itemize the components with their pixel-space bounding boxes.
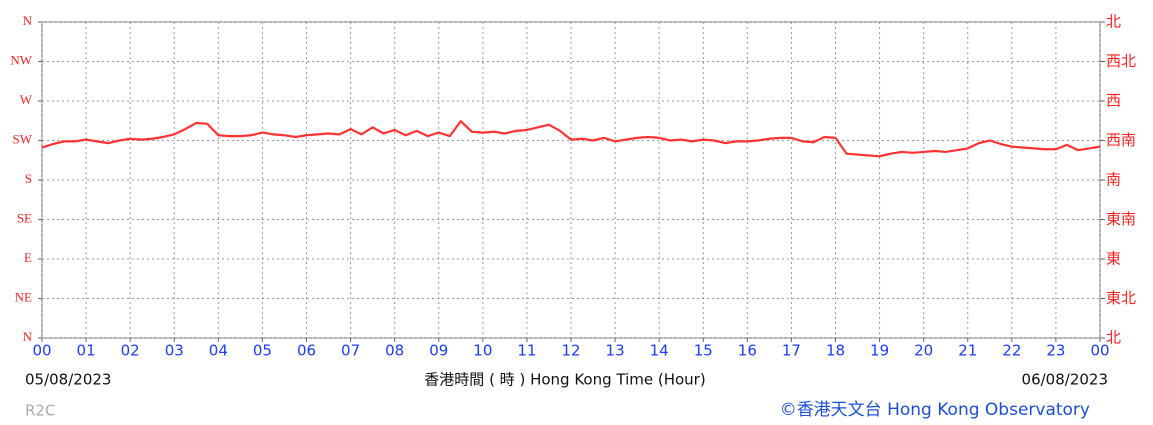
end-date: 06/08/2023 — [1022, 371, 1108, 389]
y-tick-label: E — [24, 250, 32, 265]
x-tick-label: 18 — [826, 342, 845, 360]
x-tick-label: 02 — [121, 342, 140, 360]
x-tick-label: 13 — [606, 342, 625, 360]
y-tick-label: NW — [10, 52, 32, 67]
y-tick-label: W — [20, 92, 33, 107]
y-tick-label: SW — [13, 131, 33, 146]
x-tick-label: 09 — [429, 342, 448, 360]
credit: ©香港天文台 Hong Kong Observatory — [780, 400, 1090, 420]
start-date: 05/08/2023 — [25, 371, 111, 389]
x-tick-label: 22 — [1002, 342, 1021, 360]
x-tick-label: 07 — [341, 342, 360, 360]
x-tick-label: 15 — [694, 342, 713, 360]
wind-direction-line — [41, 120, 1101, 158]
y2-tick-label: 西北 — [1106, 52, 1136, 70]
x-tick-label: 04 — [209, 342, 228, 360]
x-tick-label: 14 — [650, 342, 669, 360]
x-tick-label: 19 — [870, 342, 889, 360]
x-tick-label: 12 — [561, 342, 580, 360]
x-tick-label: 08 — [385, 342, 404, 360]
x-tick-label: 06 — [297, 342, 316, 360]
y2-tick-label: 南 — [1106, 171, 1121, 189]
y-tick-label: N — [23, 13, 33, 28]
y-tick-label: N — [23, 329, 33, 344]
x-tick-label: 11 — [517, 342, 536, 360]
x-tick-label: 03 — [165, 342, 184, 360]
y-tick-label: NE — [15, 289, 32, 304]
station-code: R2C — [25, 402, 55, 420]
x-tick-label: 23 — [1046, 342, 1065, 360]
y-tick-label: S — [25, 171, 32, 186]
y2-tick-label: 東北 — [1106, 289, 1136, 307]
x-tick-label: 16 — [738, 342, 757, 360]
y2-tick-label: 北 — [1106, 13, 1121, 31]
y2-tick-label: 東南 — [1106, 210, 1136, 228]
y2-tick-label: 西南 — [1106, 131, 1136, 149]
y2-tick-label: 北 — [1106, 329, 1121, 347]
plot-frame — [41, 21, 1101, 339]
x-tick-label: 00 — [1090, 342, 1109, 360]
x-tick-label: 20 — [914, 342, 933, 360]
x-tick-label: 01 — [77, 342, 96, 360]
x-tick-label: 00 — [32, 342, 51, 360]
x-tick-label: 05 — [253, 342, 272, 360]
x-axis-label: 香港時間 ( 時 ) Hong Kong Time (Hour) — [424, 371, 705, 389]
x-tick-label: 10 — [473, 342, 492, 360]
y2-tick-label: 西 — [1106, 92, 1121, 110]
y-tick-label: SE — [17, 210, 32, 225]
x-tick-label: 17 — [782, 342, 801, 360]
x-tick-label: 21 — [958, 342, 977, 360]
y2-tick-label: 東 — [1106, 250, 1121, 268]
